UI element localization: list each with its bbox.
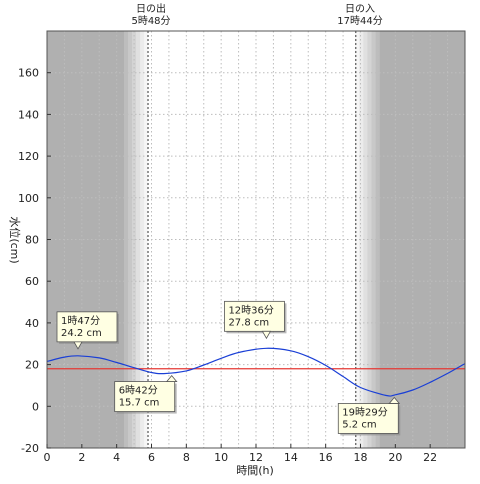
y-axis-label: 水位(cm) xyxy=(8,216,22,263)
sunrise-time: 5時48分 xyxy=(131,15,170,27)
y-tick-label: 140 xyxy=(18,108,39,121)
tick-labels: 0 2 4 6 8 10 12 14 16 18 20 22 -20 0 20 40 60 80 100 120 140… xyxy=(18,67,437,464)
x-tick-label: 10 xyxy=(214,451,228,464)
y-tick-label: -20 xyxy=(21,442,39,455)
x-tick-label: 22 xyxy=(423,451,437,464)
axes-group xyxy=(46,30,466,449)
callout-box xyxy=(337,403,399,434)
y-tick-label: 100 xyxy=(18,192,39,205)
x-tick-label: 12 xyxy=(249,451,263,464)
callout-box xyxy=(56,311,118,343)
y-tick-label: 80 xyxy=(25,234,39,247)
dusk-gradient-band xyxy=(371,31,376,448)
x-tick-label: 18 xyxy=(354,451,368,464)
y-tick-label: 20 xyxy=(25,359,39,372)
x-tick-label: 14 xyxy=(284,451,298,464)
x-tick-label: 20 xyxy=(388,451,402,464)
callout-time: 6時42分 xyxy=(119,385,158,397)
dawn-gradient-band xyxy=(144,31,149,448)
x-tick-label: 6 xyxy=(148,451,155,464)
callout-pointer xyxy=(73,341,83,350)
callout-pointer xyxy=(261,330,272,340)
dawn-gradient-band xyxy=(124,31,129,448)
x-tick-label: 2 xyxy=(78,451,85,464)
grid-lines xyxy=(47,31,465,448)
x-tick-label: 4 xyxy=(113,451,120,464)
tide-curve xyxy=(46,347,466,397)
dawn-gradient-band xyxy=(128,31,133,448)
callout-value: 15.7 cm xyxy=(119,398,160,409)
dawn-gradient-band xyxy=(136,31,141,448)
callout-value: 24.2 cm xyxy=(61,328,102,339)
dusk-gradient-band xyxy=(359,31,364,448)
callout-time: 1時47分 xyxy=(61,315,100,327)
callout-pointer xyxy=(165,374,178,382)
sunset-label: 日の入 xyxy=(345,4,375,15)
y-tick-label: 40 xyxy=(25,317,39,330)
y-tick-label: 160 xyxy=(18,67,39,80)
dawn-gradient-band xyxy=(140,31,145,448)
y-tick-label: 0 xyxy=(32,400,39,413)
callout-value: 5.2 cm xyxy=(342,419,376,430)
x-axis-label: 時間(h) xyxy=(236,464,274,477)
dusk-gradient-band xyxy=(363,31,368,448)
x-tick-label: 0 xyxy=(44,451,51,464)
dusk-gradient-band xyxy=(355,31,360,448)
series-group xyxy=(46,347,466,397)
dusk-gradient-band xyxy=(367,31,372,448)
callout-box xyxy=(224,300,285,332)
callout-time: 12時36分 xyxy=(228,304,273,316)
sunset-time: 17時44分 xyxy=(337,15,382,27)
y-tick-label: 60 xyxy=(25,275,39,288)
x-tick-label: 8 xyxy=(183,451,190,464)
callout-time: 19時29分 xyxy=(342,406,387,418)
x-tick-label: 16 xyxy=(319,451,333,464)
callout-pointer xyxy=(388,396,401,404)
y-tick-label: 120 xyxy=(18,150,39,163)
callout-box xyxy=(114,381,176,412)
sunrise-label: 日の出 xyxy=(136,2,166,15)
callout-value: 27.8 cm xyxy=(228,317,269,328)
